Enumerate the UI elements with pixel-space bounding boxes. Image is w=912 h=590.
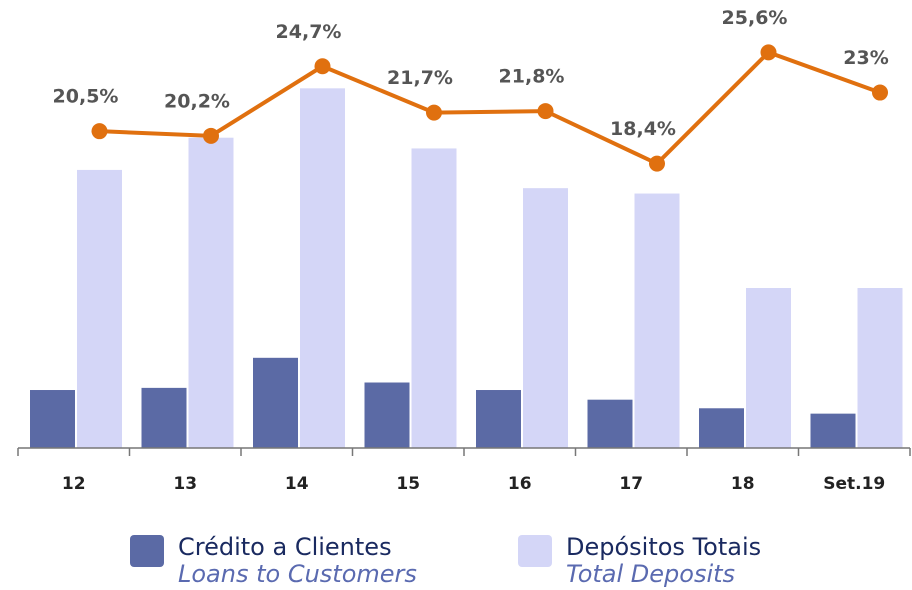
data-label: 20,5% [53,86,119,108]
bar [253,357,298,448]
x-tick-label: 14 [285,474,309,494]
line-point [426,104,442,121]
data-label: 21,7% [387,67,453,89]
line-point [203,127,219,144]
data-label: 23% [843,47,888,69]
line-point [760,44,777,61]
line-point [91,123,108,140]
bar [857,288,903,448]
bar [634,193,680,448]
legend-label: Crédito a Clientes [178,533,392,561]
x-tick-label: 12 [62,474,86,494]
x-tick-label: 18 [731,474,755,494]
legend-label: Depósitos Totais [566,533,761,561]
x-tick-label: 15 [396,474,420,494]
bar [523,188,568,448]
bar [188,137,234,448]
line-point [537,103,554,120]
bar [476,390,521,448]
bar [141,387,187,448]
data-label: 21,8% [499,66,565,88]
bar [300,88,345,448]
line-point [872,84,888,101]
bar [411,148,457,448]
bar [746,288,791,448]
line-point [649,155,665,172]
legend-swatch [130,535,164,567]
bar [810,413,856,448]
x-tick-label: Set.19 [823,474,885,494]
x-tick-label: 13 [173,474,197,494]
legend-sublabel: Loans to Customers [178,560,417,588]
data-label: 25,6% [722,7,788,29]
line-point [314,58,331,75]
legend-sublabel: Total Deposits [566,560,735,588]
data-label: 20,2% [164,90,230,112]
bar [364,382,410,448]
x-tick-label: 17 [619,474,643,494]
bar [699,408,744,448]
bar [587,399,633,448]
x-tick-label: 16 [508,474,532,494]
legend-swatch [518,535,552,567]
bar [77,169,122,449]
line-series [99,50,881,167]
data-label: 18,4% [610,118,676,140]
data-label: 24,7% [276,21,342,43]
bar [30,390,75,448]
